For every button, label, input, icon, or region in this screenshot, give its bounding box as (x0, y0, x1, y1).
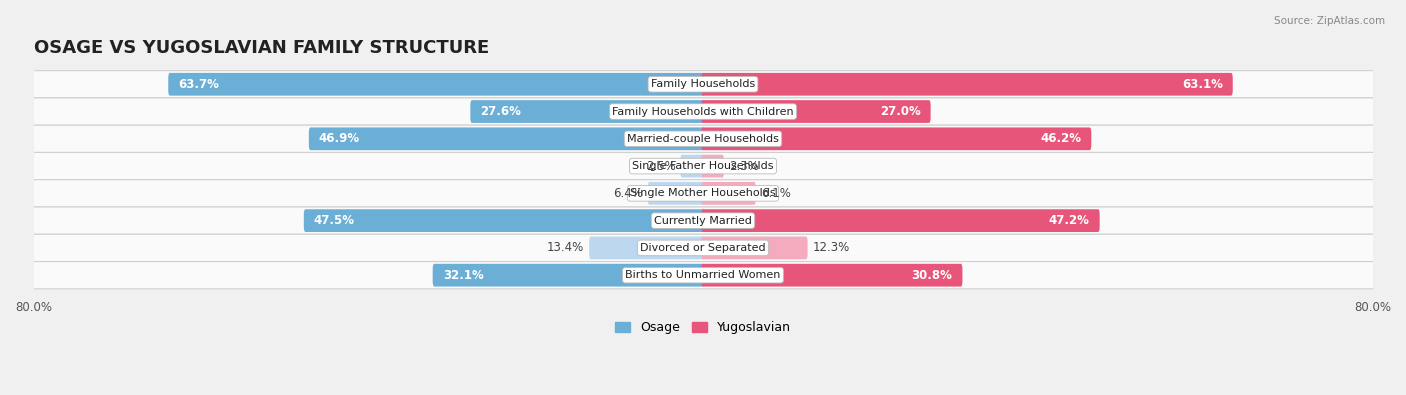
FancyBboxPatch shape (28, 152, 1378, 180)
Text: Single Mother Households: Single Mother Households (630, 188, 776, 198)
Text: Births to Unmarried Women: Births to Unmarried Women (626, 270, 780, 280)
Text: 13.4%: 13.4% (547, 241, 583, 254)
FancyBboxPatch shape (681, 155, 704, 177)
FancyBboxPatch shape (28, 234, 1378, 261)
FancyBboxPatch shape (28, 180, 1378, 207)
FancyBboxPatch shape (702, 209, 1099, 232)
Text: 30.8%: 30.8% (911, 269, 952, 282)
FancyBboxPatch shape (702, 155, 724, 177)
FancyBboxPatch shape (433, 264, 704, 286)
Text: Family Households with Children: Family Households with Children (612, 107, 794, 117)
Text: Single Father Households: Single Father Households (633, 161, 773, 171)
FancyBboxPatch shape (648, 182, 704, 205)
FancyBboxPatch shape (28, 125, 1378, 152)
FancyBboxPatch shape (304, 209, 704, 232)
Legend: Osage, Yugoslavian: Osage, Yugoslavian (609, 315, 797, 340)
FancyBboxPatch shape (28, 207, 1378, 234)
Text: 27.6%: 27.6% (481, 105, 522, 118)
Text: 47.5%: 47.5% (314, 214, 354, 227)
Text: 12.3%: 12.3% (813, 241, 849, 254)
Text: Married-couple Households: Married-couple Households (627, 134, 779, 144)
FancyBboxPatch shape (702, 128, 1091, 150)
Text: 32.1%: 32.1% (443, 269, 484, 282)
FancyBboxPatch shape (169, 73, 704, 96)
Text: Divorced or Separated: Divorced or Separated (640, 243, 766, 253)
Text: 2.3%: 2.3% (728, 160, 759, 173)
Text: 46.9%: 46.9% (319, 132, 360, 145)
Text: Family Households: Family Households (651, 79, 755, 89)
Text: 63.1%: 63.1% (1182, 78, 1223, 91)
FancyBboxPatch shape (702, 100, 931, 123)
FancyBboxPatch shape (702, 264, 963, 286)
FancyBboxPatch shape (28, 261, 1378, 289)
Text: 63.7%: 63.7% (179, 78, 219, 91)
Text: Currently Married: Currently Married (654, 216, 752, 226)
FancyBboxPatch shape (28, 98, 1378, 125)
FancyBboxPatch shape (589, 237, 704, 259)
FancyBboxPatch shape (309, 128, 704, 150)
Text: Source: ZipAtlas.com: Source: ZipAtlas.com (1274, 16, 1385, 26)
Text: 6.4%: 6.4% (613, 187, 643, 200)
FancyBboxPatch shape (702, 237, 807, 259)
FancyBboxPatch shape (702, 182, 755, 205)
FancyBboxPatch shape (471, 100, 704, 123)
FancyBboxPatch shape (28, 71, 1378, 98)
Text: OSAGE VS YUGOSLAVIAN FAMILY STRUCTURE: OSAGE VS YUGOSLAVIAN FAMILY STRUCTURE (34, 39, 489, 57)
FancyBboxPatch shape (702, 73, 1233, 96)
Text: 46.2%: 46.2% (1040, 132, 1081, 145)
Text: 2.5%: 2.5% (645, 160, 675, 173)
Text: 47.2%: 47.2% (1049, 214, 1090, 227)
Text: 6.1%: 6.1% (761, 187, 790, 200)
Text: 27.0%: 27.0% (880, 105, 921, 118)
